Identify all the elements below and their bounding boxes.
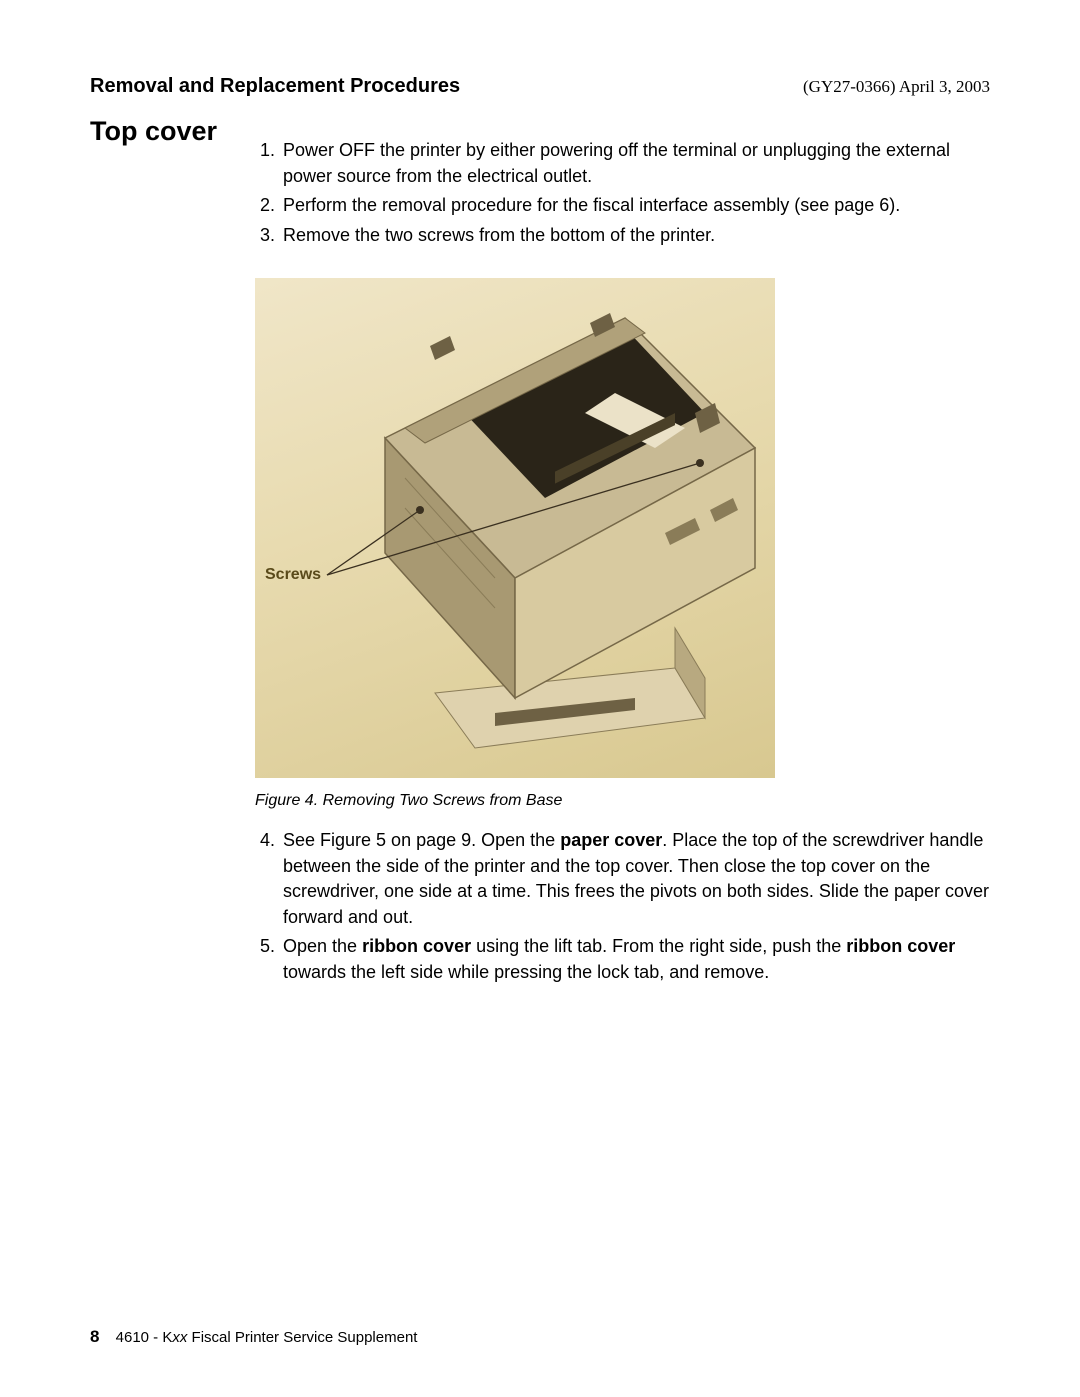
step-item: 4.See Figure 5 on page 9. Open the paper… — [255, 828, 990, 930]
step-item: 3.Remove the two screws from the bottom … — [255, 223, 990, 249]
step-number: 4. — [255, 828, 283, 930]
footer-text-prefix: 4610 - K — [116, 1329, 173, 1346]
figure-callout-label: Screws — [265, 566, 321, 584]
bold-term: ribbon cover — [846, 936, 955, 956]
steps-list-b: 4.See Figure 5 on page 9. Open the paper… — [255, 828, 990, 985]
figure-caption: Figure 4. Removing Two Screws from Base — [255, 792, 990, 810]
step-text: Power OFF the printer by either powering… — [283, 138, 990, 189]
step-item: 1.Power OFF the printer by either poweri… — [255, 138, 990, 189]
header-section-title: Removal and Replacement Procedures — [90, 75, 460, 98]
content-column: 1.Power OFF the printer by either poweri… — [255, 116, 990, 989]
steps-list-a: 1.Power OFF the printer by either poweri… — [255, 138, 990, 248]
page-footer: 8 4610 - Kxx Fiscal Printer Service Supp… — [90, 1327, 417, 1347]
step-text: See Figure 5 on page 9. Open the paper c… — [283, 828, 990, 930]
page-number: 8 — [90, 1327, 99, 1346]
step-item: 2.Perform the removal procedure for the … — [255, 193, 990, 219]
step-number: 5. — [255, 934, 283, 985]
figure-image: Screws — [255, 278, 775, 778]
section-title: Top cover — [90, 116, 255, 147]
step-text: Open the ribbon cover using the lift tab… — [283, 934, 990, 985]
bold-term: paper cover — [560, 830, 662, 850]
step-text: Perform the removal procedure for the fi… — [283, 193, 990, 219]
page-header: Removal and Replacement Procedures (GY27… — [90, 75, 990, 98]
step-number: 2. — [255, 193, 283, 219]
step-number: 3. — [255, 223, 283, 249]
main-content: Top cover 1.Power OFF the printer by eit… — [90, 116, 990, 989]
step-item: 5.Open the ribbon cover using the lift t… — [255, 934, 990, 985]
header-doc-ref: (GY27-0366) April 3, 2003 — [803, 77, 990, 97]
bold-term: ribbon cover — [362, 936, 471, 956]
figure: Screws Figure 4. Removing Two Screws fro… — [255, 278, 990, 810]
step-text: Remove the two screws from the bottom of… — [283, 223, 990, 249]
footer-text-italic: xx — [172, 1329, 187, 1346]
step-number: 1. — [255, 138, 283, 189]
printer-diagram — [255, 278, 775, 778]
footer-text-suffix: Fiscal Printer Service Supplement — [187, 1329, 417, 1346]
